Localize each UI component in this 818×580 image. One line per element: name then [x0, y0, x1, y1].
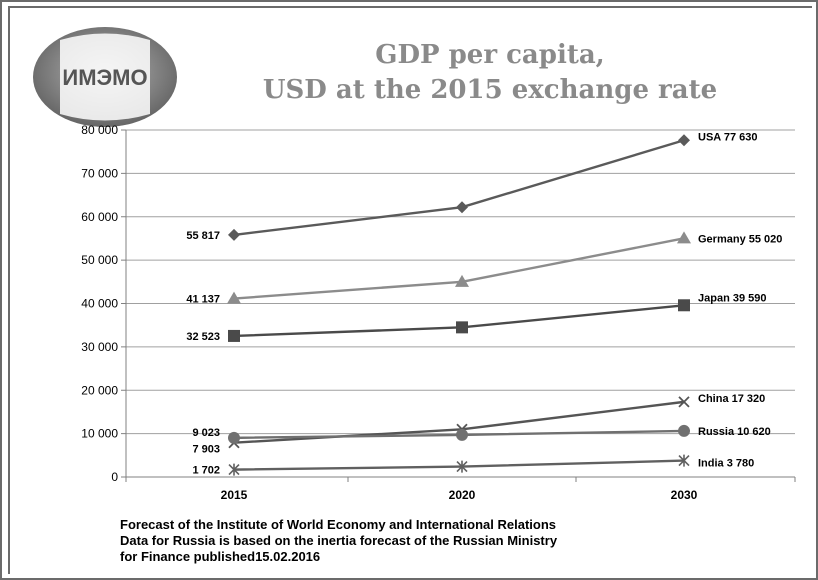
data-point	[456, 321, 468, 334]
x-tick-label: 2020	[449, 488, 476, 502]
x-tick-label: 2015	[221, 488, 248, 502]
data-point	[228, 329, 240, 342]
data-point	[455, 274, 469, 287]
series-line-germany	[233, 237, 685, 300]
start-value-label: 1 702	[192, 465, 220, 477]
start-value-label: 55 817	[186, 230, 220, 242]
chart-title-line-2: USD at the 2015 exchange rate	[262, 75, 718, 105]
data-point	[678, 299, 690, 312]
end-value-label: Germany 55 020	[698, 233, 782, 245]
x-tick-label: 2030	[671, 488, 698, 502]
end-value-label: Russia 10 620	[698, 426, 771, 438]
y-tick-label: 80 000	[81, 123, 118, 137]
end-value-label: Japan 39 590	[698, 292, 767, 304]
footnote-line-2: Data for Russia is based on the inertia …	[120, 533, 558, 548]
data-point	[228, 463, 240, 476]
start-value-label: 41 137	[186, 294, 220, 306]
data-point	[228, 431, 240, 444]
imemo-globe-logo-icon: ИМЭМО	[33, 27, 177, 127]
chart-title-line-1: GDP per capita,	[375, 40, 605, 70]
start-value-label: 7 903	[192, 444, 220, 456]
chart-footnote: Forecast of the Institute of World Econo…	[120, 517, 760, 565]
footnote-line-1: Forecast of the Institute of World Econo…	[120, 517, 557, 532]
series-line-usa	[233, 139, 685, 237]
end-value-label: USA 77 630	[698, 131, 758, 143]
data-point	[678, 396, 690, 408]
y-tick-label: 20 000	[81, 383, 118, 397]
data-point	[678, 134, 690, 147]
data-point	[228, 228, 240, 241]
end-value-label: China 17 320	[698, 393, 765, 405]
start-value-label: 32 523	[186, 331, 220, 343]
footnote-line-3: for Finance published15.02.2016	[120, 549, 321, 564]
slide-inner-border	[8, 6, 812, 574]
y-tick-label: 30 000	[81, 340, 118, 354]
data-point	[456, 460, 468, 473]
y-tick-label: 10 000	[81, 427, 118, 441]
data-point	[456, 201, 468, 214]
y-tick-label: 40 000	[81, 297, 118, 311]
y-tick-label: 0	[111, 470, 118, 484]
data-point	[678, 454, 690, 467]
series-line-india	[233, 459, 685, 471]
y-tick-label: 50 000	[81, 253, 118, 267]
logo-text: ИМЭМО	[62, 65, 147, 90]
y-tick-label: 60 000	[81, 210, 118, 224]
start-value-label: 9 023	[192, 427, 220, 439]
data-point	[456, 428, 468, 441]
end-value-label: India 3 780	[698, 458, 754, 470]
data-point	[227, 291, 241, 304]
y-tick-label: 70 000	[81, 166, 118, 180]
data-point	[678, 424, 690, 437]
data-point	[677, 231, 691, 244]
